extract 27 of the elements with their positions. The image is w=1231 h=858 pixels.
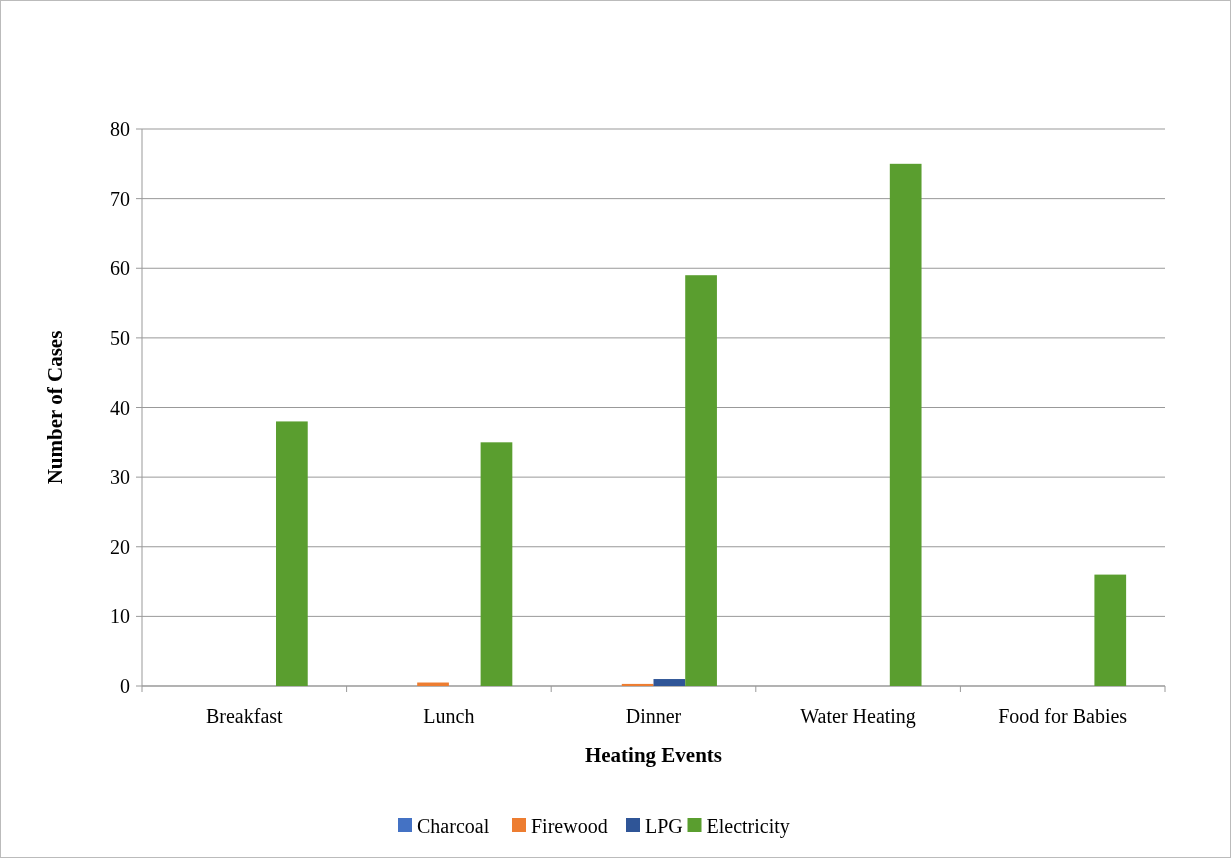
legend-label: Electricity xyxy=(706,815,790,838)
x-tick-label: Food for Babies xyxy=(998,705,1128,727)
y-tick-label: 50 xyxy=(110,326,130,349)
legend-label: Charcoal xyxy=(417,815,490,837)
legend-label: Firewood xyxy=(531,815,608,837)
x-tick-label: Water Heating xyxy=(800,705,916,728)
y-tick-label: 0 xyxy=(120,675,130,697)
bar xyxy=(621,683,654,686)
bar xyxy=(480,442,513,686)
y-tick-label: 20 xyxy=(110,535,130,558)
x-axis-title: Heating Events xyxy=(584,743,723,767)
bar xyxy=(276,421,308,686)
y-tick-label: 30 xyxy=(110,466,130,489)
bar xyxy=(685,275,717,686)
bar xyxy=(1094,574,1127,686)
x-tick-label: Lunch xyxy=(423,705,475,727)
y-tick-label: 60 xyxy=(110,257,130,280)
bar xyxy=(653,679,686,686)
y-tick-label: 80 xyxy=(110,118,130,140)
y-axis-title: Number of Cases xyxy=(43,330,67,485)
x-tick-label: Dinner xyxy=(625,705,682,727)
legend-label: LPG xyxy=(645,815,683,837)
bar xyxy=(889,163,922,686)
y-tick-label: 10 xyxy=(110,605,130,628)
y-tick-label: 70 xyxy=(110,187,130,210)
x-tick-label: Breakfast xyxy=(205,705,284,727)
y-tick-label: 40 xyxy=(110,396,130,419)
